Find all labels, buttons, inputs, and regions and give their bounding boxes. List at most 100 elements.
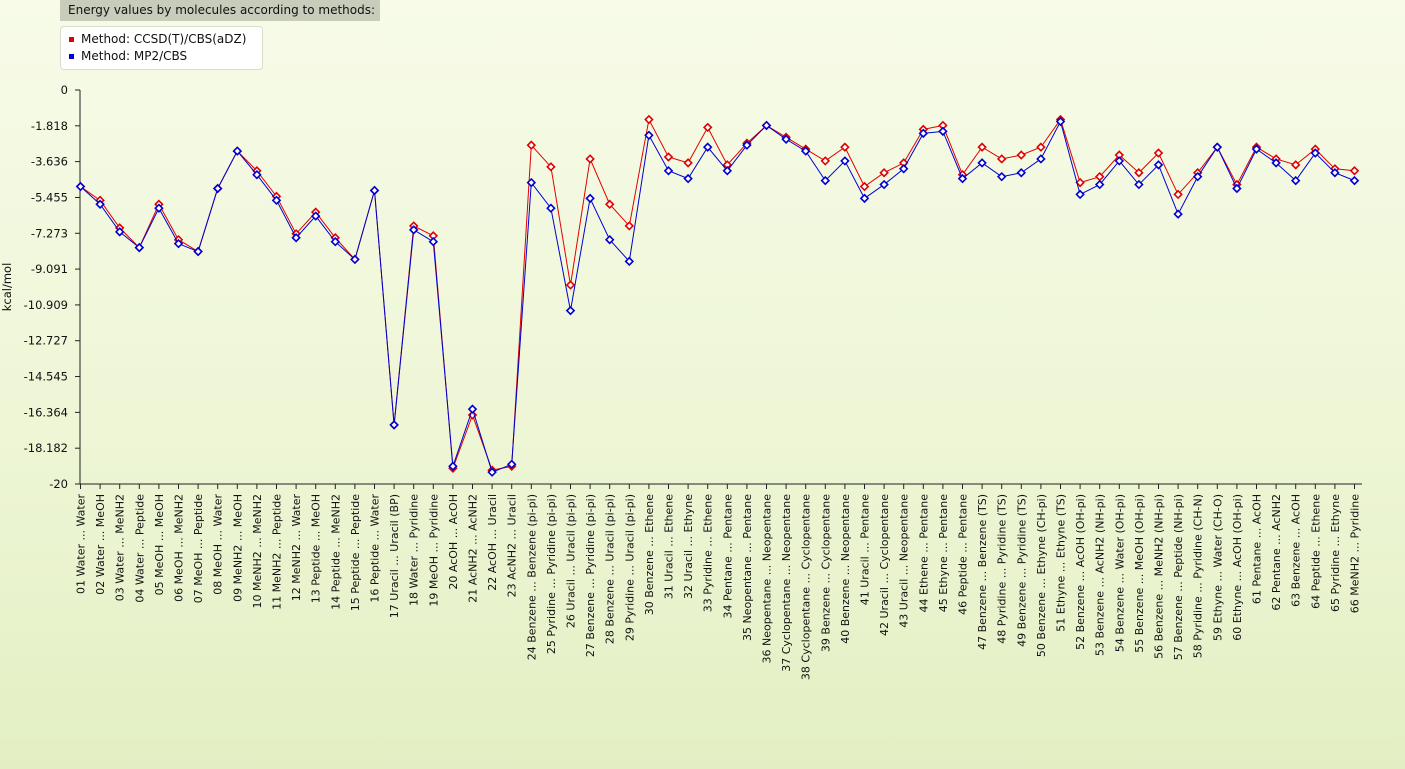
data-point[interactable] [761,120,772,131]
data-point[interactable] [1173,189,1183,200]
x-category-label: 24 Benzene ... Benzene (pi-pi) [525,494,538,660]
data-point[interactable] [487,467,497,477]
data-point[interactable] [1016,150,1027,160]
data-point[interactable] [1173,209,1183,219]
data-point[interactable] [448,461,458,472]
data-point[interactable] [585,154,595,164]
data-point[interactable] [683,173,693,184]
data-point[interactable] [1075,189,1085,200]
y-tick-label: -7.273 [31,226,68,240]
data-point[interactable] [604,234,615,245]
data-point[interactable] [1016,168,1027,178]
data-point[interactable] [820,156,831,166]
data-point[interactable] [1251,144,1262,154]
data-point[interactable] [800,146,811,156]
data-point[interactable] [408,225,419,235]
data-point[interactable] [1153,148,1164,158]
data-point[interactable] [840,156,850,166]
data-point[interactable] [644,130,654,141]
data-point[interactable] [369,185,380,196]
data-point[interactable] [1310,148,1321,158]
data-point[interactable] [722,166,733,176]
data-point[interactable] [683,158,693,168]
data-point[interactable] [644,114,654,125]
data-point[interactable] [330,236,341,247]
data-point[interactable] [1271,158,1281,168]
data-point[interactable] [977,158,987,168]
y-tick-label: 0 [61,83,68,97]
data-point[interactable] [467,404,478,414]
x-category-label: 52 Benzene ... AcOH (OH-pi) [1074,494,1087,650]
data-point[interactable] [1192,171,1203,182]
data-point[interactable] [977,142,987,152]
data-point[interactable] [291,233,301,243]
data-point[interactable] [957,173,968,184]
data-point[interactable] [1232,183,1242,194]
data-point[interactable] [1153,160,1164,170]
data-point[interactable] [1290,175,1301,186]
data-point[interactable] [918,128,929,139]
data-point[interactable] [95,199,105,209]
data-point[interactable] [585,193,595,204]
data-point[interactable] [1134,168,1144,178]
data-point[interactable] [252,169,262,180]
x-category-label: 46 Peptide ... Pentane [957,494,970,615]
data-point[interactable] [898,164,909,174]
data-point[interactable] [781,134,791,144]
data-point[interactable] [938,126,948,137]
data-point[interactable] [1349,166,1360,176]
data-point[interactable] [428,236,439,247]
data-point[interactable] [154,203,164,213]
x-category-label: 51 Ethyne ... Ethyne (TS) [1055,494,1068,632]
data-point[interactable] [526,177,537,188]
data-point[interactable] [271,195,282,206]
x-category-label: 36 Neopentane ... Neopentane [761,494,774,664]
data-point[interactable] [859,181,870,192]
data-point[interactable] [310,211,321,221]
data-point[interactable] [1036,142,1046,152]
data-point[interactable] [702,122,713,133]
data-point[interactable] [193,246,203,257]
data-point[interactable] [75,181,86,192]
data-point[interactable] [350,254,360,265]
data-point[interactable] [232,146,243,156]
data-point[interactable] [663,166,674,176]
data-point[interactable] [859,193,870,204]
x-category-label: 44 Ethene ... Pentane [917,494,930,613]
data-point[interactable] [1036,154,1046,164]
data-point[interactable] [526,140,537,150]
data-point[interactable] [1290,160,1301,170]
data-point[interactable] [546,203,556,213]
x-category-label: 07 MeOH ... Peptide [192,494,205,604]
data-point[interactable] [212,183,223,194]
data-point[interactable] [879,168,889,178]
data-point[interactable] [1055,116,1066,127]
data-point[interactable] [546,162,556,172]
data-point[interactable] [1330,168,1340,178]
data-point[interactable] [624,256,635,267]
data-point[interactable] [1349,175,1360,186]
data-point[interactable] [742,140,752,150]
data-point[interactable] [134,242,145,253]
data-point[interactable] [1114,156,1125,166]
data-point[interactable] [624,221,635,231]
data-point[interactable] [604,199,615,209]
data-point[interactable] [1094,179,1105,190]
data-point[interactable] [996,154,1007,164]
data-point[interactable] [702,142,713,152]
data-point[interactable] [820,175,831,186]
data-point[interactable] [879,179,889,190]
data-point[interactable] [1134,179,1144,190]
chart-title: Energy values by molecules according to … [60,0,380,21]
data-point[interactable] [840,142,850,152]
data-point[interactable] [996,171,1007,182]
data-point[interactable] [565,280,576,290]
data-point[interactable] [389,420,399,430]
data-point[interactable] [663,152,674,162]
data-point[interactable] [1075,177,1085,188]
data-point[interactable] [173,238,184,249]
data-point[interactable] [565,305,576,316]
data-point[interactable] [1212,142,1223,152]
data-point[interactable] [506,459,517,470]
data-point[interactable] [114,227,125,237]
